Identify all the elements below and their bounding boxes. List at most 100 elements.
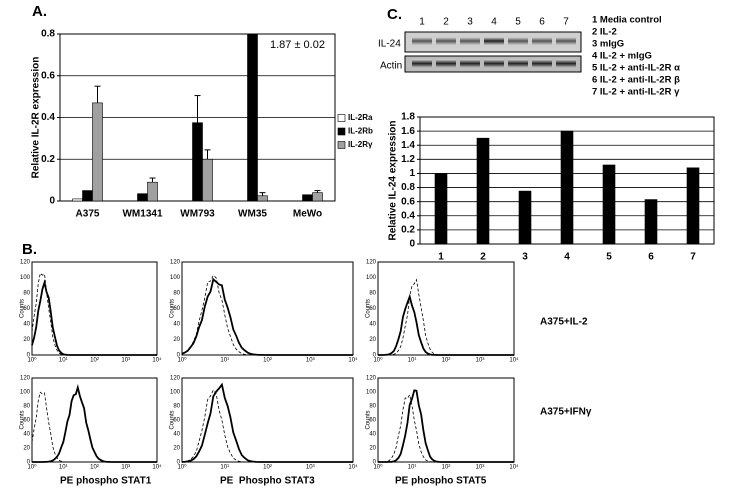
row-label: A375+IFNγ xyxy=(540,407,592,418)
y-tick-label: 0.2 xyxy=(401,225,415,236)
y-tick-label: 100 xyxy=(20,390,31,396)
x-tick-label: 10⁴ xyxy=(152,357,162,364)
bar xyxy=(247,34,258,201)
x-tick-label: 10³ xyxy=(121,465,130,471)
lane-label: 6 xyxy=(539,17,545,28)
x-tick-label: WM35 xyxy=(238,209,267,220)
y-tick-label: 0 xyxy=(409,239,415,250)
histogram-curve xyxy=(378,389,514,463)
histogram-frame xyxy=(377,377,515,463)
y-axis-label: Counts xyxy=(170,410,176,429)
y-axis-label: Counts xyxy=(366,299,372,318)
bar xyxy=(434,173,448,245)
x-tick-label: 10² xyxy=(90,358,99,364)
histogram-curve xyxy=(378,393,514,463)
x-tick-label: 10¹ xyxy=(220,465,229,471)
y-tick-label: 40 xyxy=(173,322,180,328)
band xyxy=(556,59,576,68)
bar xyxy=(192,122,203,201)
column-label: PE Phospho STAT3 xyxy=(220,476,315,487)
y-tick-label: 0.4 xyxy=(41,112,55,123)
bar xyxy=(302,194,313,201)
histogram-frame xyxy=(181,261,354,356)
x-tick-label: 10¹ xyxy=(220,358,229,364)
blot-row-label: IL-24 xyxy=(378,39,401,50)
y-tick-label: 60 xyxy=(173,418,180,424)
band xyxy=(412,37,432,45)
x-tick-label: 10⁰ xyxy=(27,357,37,364)
x-tick-label: 5 xyxy=(606,252,612,263)
y-tick-label: 120 xyxy=(366,376,377,382)
histogram-curve xyxy=(378,293,514,356)
y-tick-label: 0.6 xyxy=(401,196,415,207)
band xyxy=(460,59,480,68)
x-tick-label: 10⁰ xyxy=(27,464,37,471)
y-tick-label: 80 xyxy=(369,404,376,410)
y-tick-label: 0 xyxy=(373,353,377,359)
panel-label: C. xyxy=(387,6,402,23)
legend-swatch xyxy=(337,141,346,149)
y-tick-label: 20 xyxy=(173,446,180,452)
lane-label: 1 xyxy=(419,17,425,28)
y-tick-label: 80 xyxy=(173,404,180,410)
blot-legend: 6 IL-2 + anti-IL-2R β xyxy=(592,75,680,86)
bar xyxy=(82,190,93,201)
x-tick-label: 10⁴ xyxy=(348,357,358,364)
y-tick-label: 0.2 xyxy=(41,154,55,165)
bar xyxy=(92,102,103,201)
lane-label: 3 xyxy=(467,17,473,28)
y-tick-label: 0 xyxy=(27,353,31,359)
y-tick-label: 120 xyxy=(20,376,31,382)
x-tick-label: 10⁴ xyxy=(509,464,519,471)
y-tick-label: 60 xyxy=(23,306,30,312)
y-tick-label: 0.4 xyxy=(401,210,415,221)
y-tick-label: 1.8 xyxy=(401,112,415,123)
y-tick-label: 0.8 xyxy=(401,182,415,193)
x-tick-label: 10¹ xyxy=(59,358,68,364)
y-tick-label: 20 xyxy=(173,337,180,343)
band xyxy=(484,37,504,45)
y-tick-label: 40 xyxy=(369,322,376,328)
legend-label: IL-2Rb xyxy=(348,127,373,136)
band xyxy=(556,37,576,45)
row-label: A375+IL-2 xyxy=(540,317,588,328)
x-tick-label: 10² xyxy=(90,465,99,471)
x-tick-label: 10³ xyxy=(306,358,315,364)
x-tick-label: WM1341 xyxy=(122,209,162,220)
y-tick-label: 60 xyxy=(173,306,180,312)
x-tick-label: 10⁰ xyxy=(177,357,187,364)
y-tick-label: 1.2 xyxy=(401,154,415,165)
x-tick-label: 6 xyxy=(648,252,654,263)
y-tick-label: 0.8 xyxy=(41,29,55,40)
x-tick-label: 10² xyxy=(263,465,272,471)
y-tick-label: 80 xyxy=(369,291,376,297)
y-tick-label: 1.4 xyxy=(401,140,415,151)
x-tick-label: 10¹ xyxy=(408,358,417,364)
y-tick-label: 40 xyxy=(173,432,180,438)
x-tick-label: 10⁴ xyxy=(348,464,358,471)
y-tick-label: 100 xyxy=(170,275,181,281)
band xyxy=(484,59,504,68)
x-tick-label: 4 xyxy=(564,252,570,263)
band xyxy=(508,59,528,68)
lane-label: 4 xyxy=(491,17,497,28)
x-tick-label: 10¹ xyxy=(59,465,68,471)
bar xyxy=(518,190,532,245)
y-axis-label: Relative IL-24 expression xyxy=(388,120,399,240)
x-tick-label: 10³ xyxy=(476,465,485,471)
y-tick-label: 60 xyxy=(369,418,376,424)
bar xyxy=(602,164,616,245)
y-axis-label: Counts xyxy=(20,410,26,429)
blot-legend: 3 mIgG xyxy=(592,39,624,50)
x-tick-label: 10⁰ xyxy=(373,357,383,364)
y-tick-label: 80 xyxy=(23,404,30,410)
x-tick-label: 10² xyxy=(442,358,451,364)
x-tick-label: 10³ xyxy=(121,358,130,364)
x-tick-label: 2 xyxy=(480,252,486,263)
y-tick-label: 0 xyxy=(49,196,55,207)
band xyxy=(412,59,432,68)
panel-label: B. xyxy=(22,241,37,258)
bar xyxy=(257,195,268,201)
y-tick-label: 0.6 xyxy=(41,70,55,81)
band xyxy=(532,59,552,68)
